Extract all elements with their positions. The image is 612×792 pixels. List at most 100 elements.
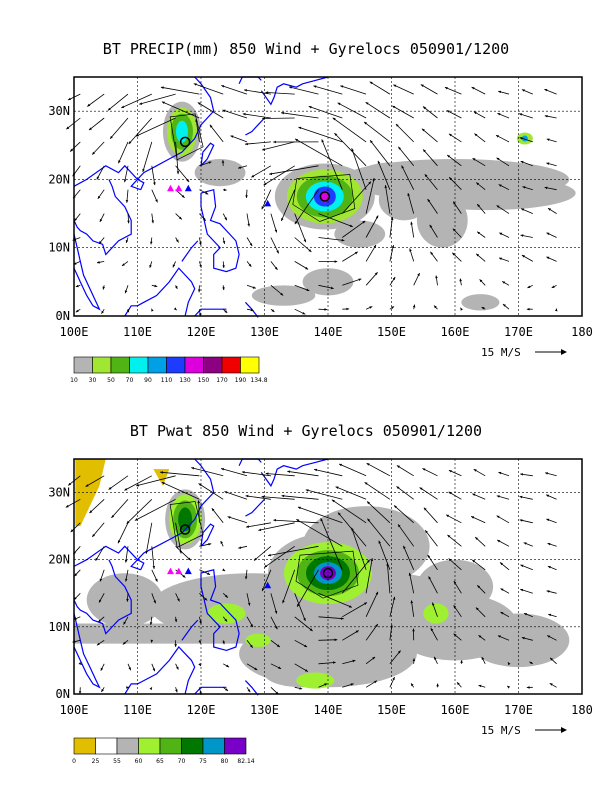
wind-arrowhead: [547, 542, 551, 546]
wind-arrowhead: [392, 596, 396, 600]
wind-vector: [342, 278, 362, 286]
x-tick-label: 170E: [504, 703, 533, 717]
wind-arrowhead: [145, 550, 148, 554]
wind-arrowhead: [268, 553, 271, 557]
wind-arrowhead: [178, 216, 182, 220]
wind-arrowhead: [250, 308, 254, 312]
wind-arrowhead: [281, 111, 284, 115]
wind-vector: [111, 499, 129, 519]
wind-vector: [298, 126, 343, 143]
wind-arrowhead: [548, 613, 552, 617]
wind-arrowhead: [142, 168, 145, 172]
wind-arrowhead: [367, 559, 370, 563]
colorbar-label: 130: [179, 377, 191, 384]
wind-arrowhead: [305, 266, 309, 270]
wind-vector: [342, 602, 368, 618]
wind-arrowhead: [92, 534, 95, 537]
gyre-triangle-marker: [264, 581, 272, 589]
wind-arrowhead: [149, 687, 152, 690]
wind-arrowhead: [428, 576, 431, 580]
wind-vector: [91, 522, 105, 538]
wind-vector: [448, 176, 462, 190]
wind-arrowhead: [503, 304, 506, 307]
colorbar-label: 190: [235, 377, 247, 384]
wind-arrowhead: [520, 160, 524, 164]
gyre-triangle-marker: [175, 567, 183, 575]
colorbar-label: 150: [198, 377, 210, 384]
wind-arrowhead: [339, 463, 343, 467]
wind-vector: [258, 522, 295, 531]
wind-arrowhead: [305, 489, 309, 492]
wind-arrowhead: [246, 525, 249, 528]
wind-arrowhead: [225, 688, 228, 691]
colorbar-swatch: [184, 356, 204, 374]
wind-arrowhead: [244, 576, 248, 580]
coastline: [260, 458, 329, 488]
wind-arrowhead: [446, 110, 450, 113]
wind-arrowhead: [370, 140, 373, 144]
colorbar-swatch: [203, 356, 223, 374]
coastlines: [73, 76, 329, 318]
colorbar-label: 65: [156, 758, 164, 765]
wind-arrowhead: [496, 157, 500, 161]
wind-arrowhead: [424, 174, 428, 178]
wind-arrowhead: [263, 182, 267, 186]
coastline: [260, 76, 329, 106]
wind-arrowhead: [369, 306, 373, 309]
grid-lines: [74, 77, 582, 316]
wind-arrowhead: [479, 279, 483, 283]
colorbar-label: 55: [113, 758, 121, 765]
wind-arrowhead: [101, 310, 104, 314]
wind-arrowhead: [421, 128, 425, 132]
pwat-spot: [245, 633, 271, 647]
y-tick-label: 20N: [48, 172, 70, 186]
wind-vector: [195, 118, 200, 142]
wind-vector: [365, 272, 378, 286]
wind-vector: [273, 519, 319, 524]
colorbar-swatch: [138, 737, 161, 755]
wind-vector: [377, 160, 391, 190]
wind-vector: [341, 559, 371, 594]
wind-arrowhead: [249, 243, 253, 247]
wind-vector: [365, 558, 373, 594]
wind-vector: [160, 86, 200, 95]
wind-vector: [363, 121, 391, 143]
wind-arrowhead: [362, 220, 366, 224]
wind-arrowhead: [152, 668, 155, 672]
x-tick-label: 160E: [441, 325, 470, 339]
wind-vector: [175, 546, 192, 561]
wind-vector: [269, 165, 319, 175]
coastline: [181, 240, 199, 262]
wind-vector: [267, 545, 319, 556]
wind-arrowhead: [453, 580, 457, 584]
wind-arrowhead: [321, 139, 324, 143]
wind-arrowhead: [222, 287, 225, 291]
wind-arrowhead: [181, 195, 185, 198]
wind-arrowhead: [355, 630, 359, 633]
wind-arrowhead: [427, 554, 431, 558]
wind-vector: [397, 524, 415, 547]
wind-arrowhead: [222, 241, 226, 244]
coastline: [73, 76, 215, 187]
wind-arrowhead: [150, 241, 153, 245]
wind-arrowhead: [245, 142, 248, 146]
wind-vector: [396, 465, 414, 477]
wind-arrowhead: [230, 135, 234, 138]
wind-arrowhead: [199, 621, 202, 624]
wind-arrowhead: [198, 663, 201, 667]
colorbar-label: 80: [221, 758, 229, 765]
wind-vector: [294, 189, 319, 225]
wind-arrowhead: [378, 540, 381, 544]
wind-arrowhead: [97, 261, 100, 264]
colorbar-label: 134.8: [250, 377, 267, 384]
wind-arrowhead: [89, 127, 92, 131]
wind-arrowhead: [254, 557, 257, 561]
wind-arrowhead: [395, 124, 399, 127]
wind-arrowhead: [349, 224, 353, 227]
x-tick-label: 110E: [123, 325, 152, 339]
wind-arrowhead: [274, 610, 278, 614]
wind-vector: [227, 516, 248, 524]
wind-arrowhead: [297, 603, 300, 607]
wind-arrowhead: [448, 491, 452, 495]
wind-vector: [378, 540, 391, 570]
